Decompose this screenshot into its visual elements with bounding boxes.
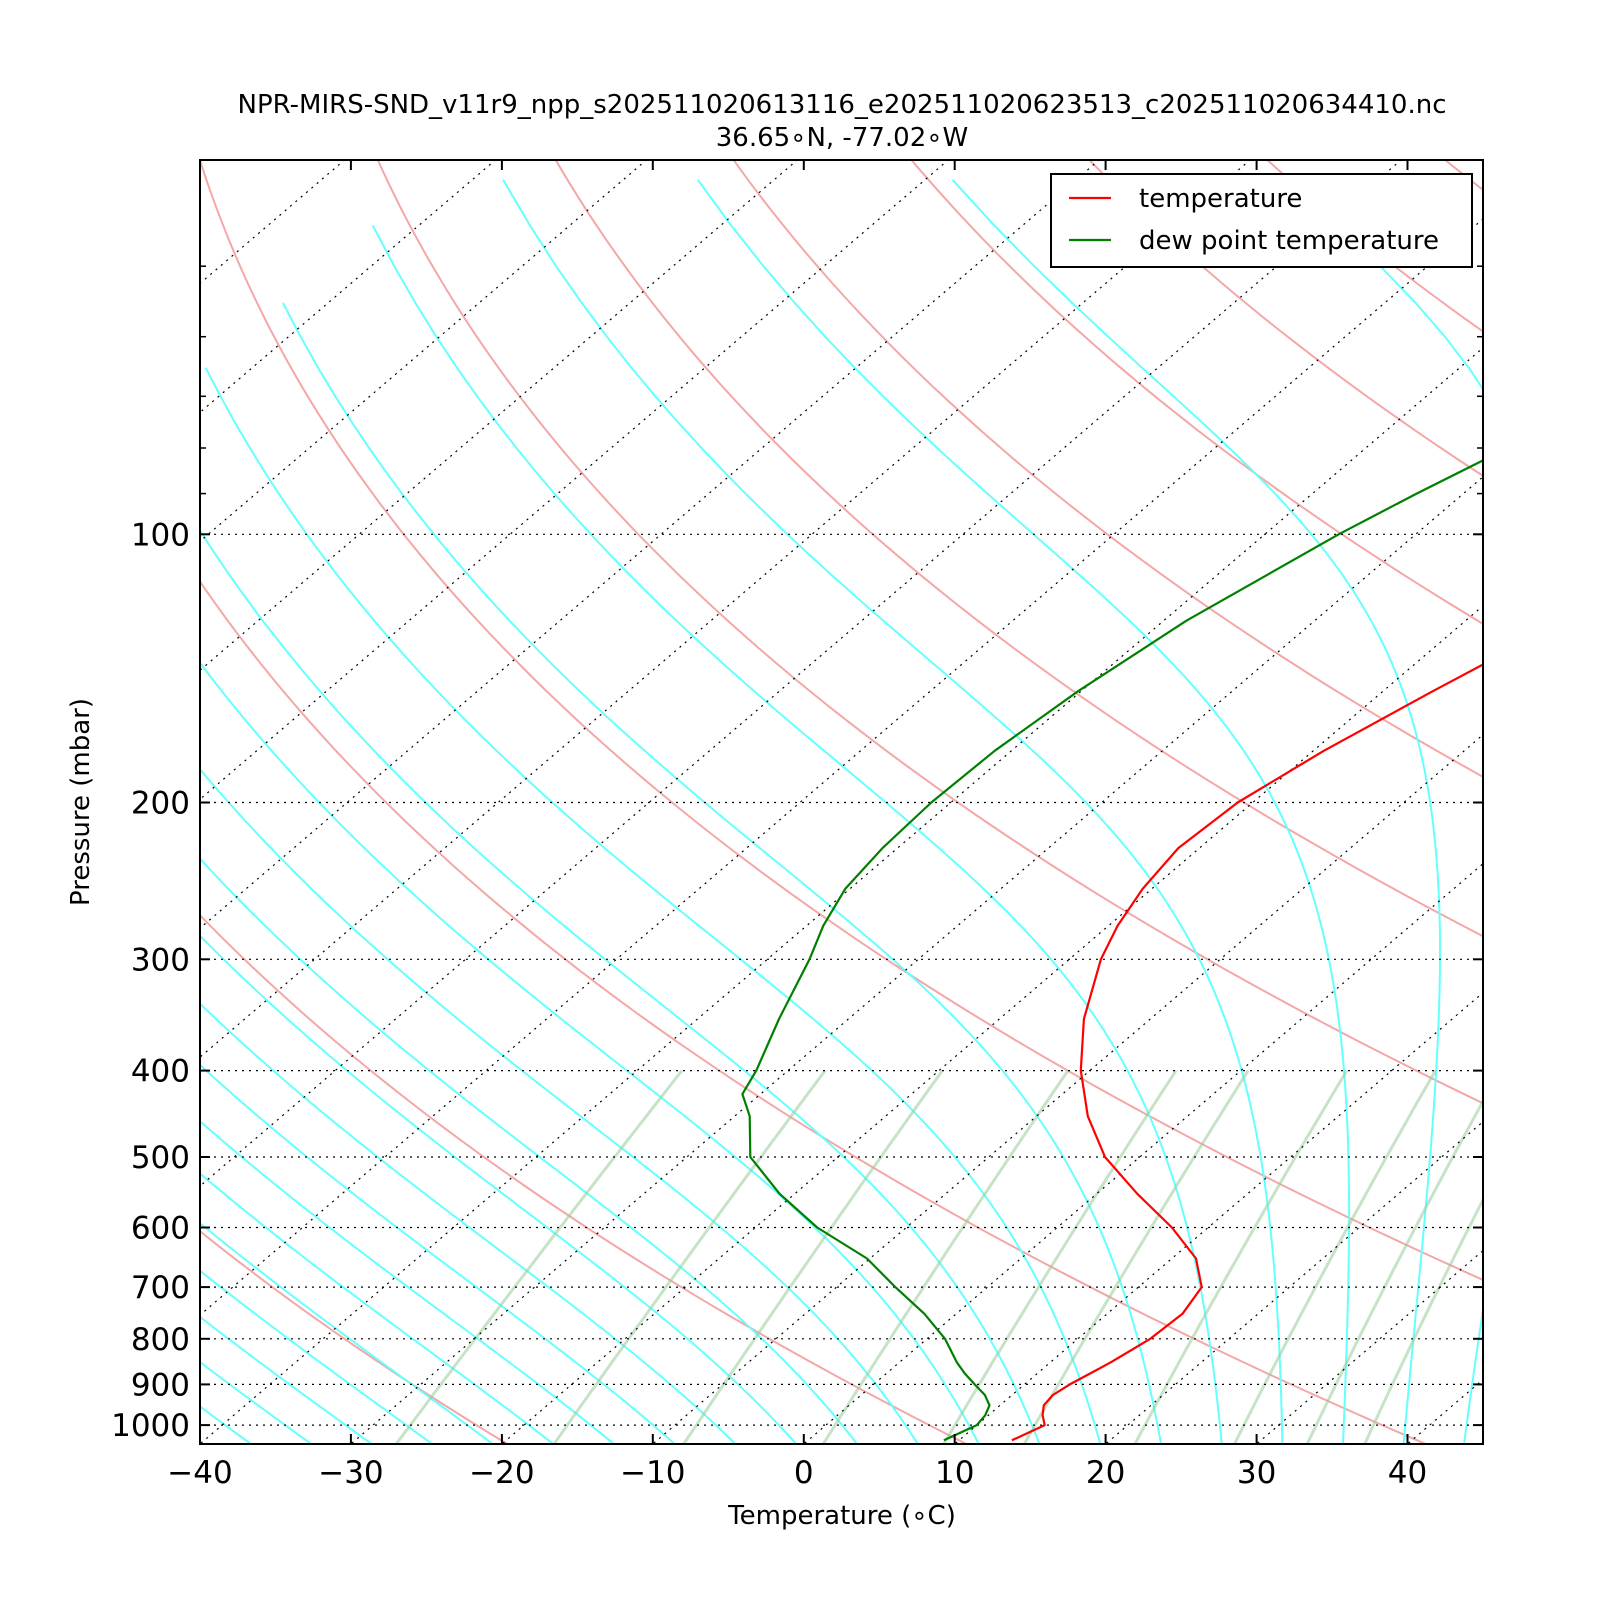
legend-label-dew-point: dew point temperature — [1139, 226, 1439, 256]
isotherm-line — [651, 733, 1483, 1444]
x-tick-label: 40 — [1388, 1455, 1427, 1491]
dry-adiabat-line — [910, 160, 1483, 626]
chart-subtitle: 36.65∘N, -77.02∘W — [716, 123, 968, 153]
mixing-ratio-line — [1022, 1069, 1250, 1444]
isotherm-line — [200, 160, 950, 801]
dry-adiabat-line — [732, 160, 1483, 778]
moist-adiabat-line — [200, 857, 859, 1444]
moist-adiabat-line — [502, 179, 1284, 1444]
moist-adiabat-line — [951, 179, 1441, 1444]
mixing-ratio-line — [394, 1069, 684, 1444]
moist-adiabat-line — [200, 934, 798, 1444]
plot-background — [200, 160, 1483, 1444]
isotherm-line — [200, 160, 1101, 929]
x-tick-label: −20 — [469, 1455, 534, 1491]
x-tick-label: 10 — [935, 1455, 974, 1491]
dew-point-line — [741, 459, 1483, 1442]
y-tick-label: 800 — [131, 1322, 190, 1358]
y-tick-label: 400 — [131, 1054, 190, 1090]
isotherm-line — [501, 605, 1483, 1444]
y-tick-label: 900 — [131, 1367, 190, 1403]
moist-adiabat-line — [200, 1221, 495, 1444]
isotherm-line — [200, 160, 1252, 1058]
moist-adiabat-line — [200, 1002, 737, 1444]
moist-adiabat-line — [282, 302, 1163, 1444]
moist-adiabat-line — [200, 1269, 434, 1444]
dry-adiabat-line — [376, 160, 1483, 1105]
moist-adiabat-line — [200, 528, 1041, 1444]
mixing-ratio-line — [1363, 1196, 1483, 1444]
x-tick-label: −30 — [318, 1455, 383, 1491]
moist-adiabat-line — [696, 179, 1351, 1444]
mixing-ratio-line — [681, 1069, 944, 1444]
moist-adiabat-line — [371, 224, 1223, 1444]
chart-title: NPR-MIRS-SND_v11r9_npp_s202511020613116_… — [238, 90, 1447, 120]
x-tick-label: −40 — [167, 1455, 232, 1491]
x-axis-label: Temperature (∘C) — [727, 1501, 956, 1531]
moist-adiabat-line — [200, 1172, 555, 1444]
y-tick-label: 100 — [131, 517, 190, 553]
x-tick-label: 20 — [1086, 1455, 1125, 1491]
moist-adiabat-line — [200, 1315, 374, 1444]
background-lines — [200, 128, 1600, 1448]
dry-adiabat-line — [200, 579, 1429, 1444]
isotherm-line — [200, 160, 1403, 1187]
mixing-ratio-line — [552, 1069, 827, 1444]
legend-label-temperature: temperature — [1139, 184, 1302, 214]
isotherm-line — [200, 347, 1483, 1444]
moist-adiabat-line — [200, 1360, 314, 1444]
y-tick-label: 300 — [131, 942, 190, 978]
x-tick-label: −10 — [620, 1455, 685, 1491]
dry-adiabat-line — [1088, 160, 1483, 478]
isotherm-line — [1554, 128, 1600, 1448]
y-tick-label: 500 — [131, 1140, 190, 1176]
dry-adiabat-line — [200, 160, 1483, 1281]
sounding-profiles — [741, 459, 1483, 1442]
moist-adiabat-line — [200, 1119, 616, 1444]
y-tick-label: 700 — [131, 1270, 190, 1306]
axis-ticks: −40 −30 −20 −10 0 10 20 30 40 100 200 300 400 500 600 7… — [111, 160, 1483, 1491]
dry-adiabat-line — [554, 160, 1483, 938]
moist-adiabat-line — [1524, 180, 1600, 1448]
x-tick-label: 30 — [1237, 1455, 1276, 1491]
moist-adiabat-line — [204, 367, 1102, 1444]
temperature-line — [1011, 663, 1483, 1442]
y-tick-label: 600 — [131, 1211, 190, 1247]
y-axis-label: Pressure (mbar) — [66, 698, 96, 906]
y-tick-label: 1000 — [111, 1408, 190, 1444]
dry-adiabat-line — [200, 913, 969, 1444]
legend-box — [1050, 173, 1473, 268]
moist-adiabat-line — [1289, 179, 1483, 1444]
isotherm-line — [200, 218, 1483, 1316]
mixing-ratio-line — [821, 1069, 1070, 1444]
isotherm-line — [350, 476, 1483, 1444]
moist-adiabat-line — [200, 767, 920, 1444]
legend: temperature dew point temperature — [1050, 173, 1473, 268]
x-tick-label: 0 — [794, 1455, 814, 1491]
y-tick-label: 200 — [131, 785, 190, 821]
